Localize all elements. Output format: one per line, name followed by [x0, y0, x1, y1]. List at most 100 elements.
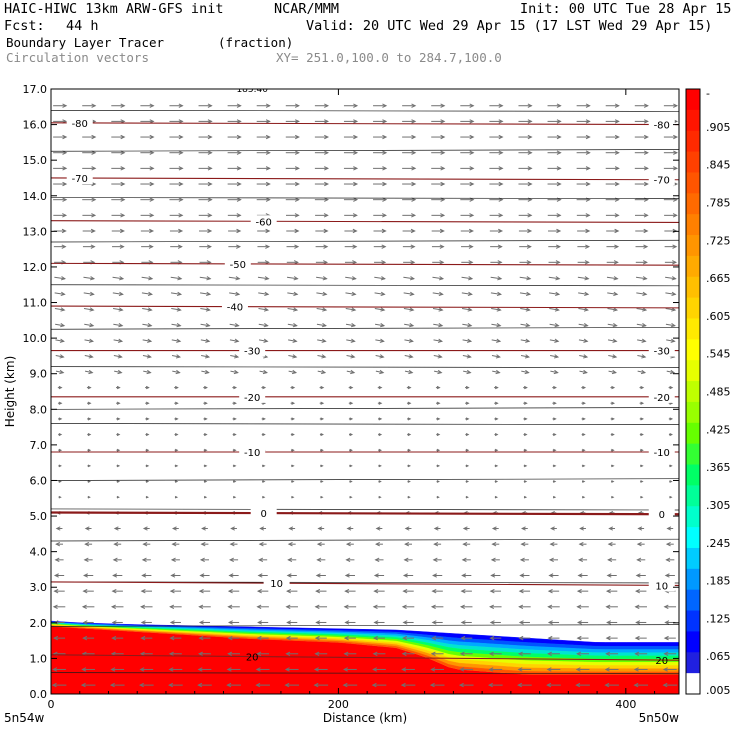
wind-vector [140, 150, 155, 155]
wind-vector [430, 667, 445, 672]
wind-vector [169, 228, 184, 234]
vector-head [87, 448, 92, 452]
wind-vector [518, 228, 533, 234]
vector-head [523, 495, 528, 499]
wind-vector [342, 682, 358, 688]
vector-head [556, 103, 562, 108]
vector-head [286, 588, 292, 594]
wind-vector [547, 620, 560, 625]
wind-vector [113, 354, 123, 359]
wind-vector [84, 526, 92, 531]
vector-head [673, 134, 679, 140]
vector-head [120, 197, 126, 202]
wind-vector [606, 573, 617, 578]
vector-head [265, 244, 271, 249]
wind-vector [344, 228, 358, 234]
vector-head [468, 228, 474, 234]
vector-head [410, 228, 416, 234]
wind-vector [170, 573, 181, 578]
isotherm-label: -70 [654, 176, 670, 187]
vector-head [58, 464, 62, 468]
wind-vector [404, 526, 412, 531]
vector-head [226, 682, 232, 688]
vector-head [436, 495, 440, 499]
wind-vector [58, 417, 63, 421]
vector-head [671, 276, 677, 281]
wind-vector [548, 573, 559, 578]
vector-shaft [142, 355, 151, 358]
wind-vector [523, 480, 528, 483]
vector-head [518, 604, 524, 609]
wind-vector [403, 260, 416, 265]
vector-head [519, 557, 525, 563]
wind-vector [605, 134, 620, 140]
vector-head [494, 480, 499, 483]
vector-head [174, 464, 179, 468]
wind-vector [517, 682, 532, 688]
plot-background [51, 89, 679, 694]
vector-head [82, 620, 88, 625]
vector-head [323, 228, 329, 234]
wind-vector [87, 433, 92, 437]
vector-head [206, 244, 212, 249]
isotherm-label: -20 [244, 393, 260, 404]
vector-head [381, 260, 387, 265]
isotherm-label: -70 [72, 174, 88, 185]
y-tick-label: 3.0 [30, 581, 48, 594]
wind-vector [371, 682, 387, 688]
vector-head [548, 573, 554, 578]
wind-vector [436, 495, 440, 499]
y-tick-label: 12.0 [23, 261, 48, 274]
vector-shaft [230, 370, 238, 374]
vector-head [175, 354, 181, 359]
vector-head [520, 526, 526, 531]
vector-head [604, 682, 610, 688]
vector-shaft [228, 276, 240, 280]
vector-head [89, 276, 96, 281]
wind-vector [663, 134, 679, 140]
vector-head [149, 197, 155, 202]
colorbar-swatch [686, 193, 700, 215]
vector-head [525, 291, 532, 297]
vector-head [438, 276, 445, 281]
vector-head [527, 181, 533, 187]
vector-shaft [287, 308, 298, 311]
y-tick-label: 14.0 [23, 190, 48, 203]
vector-head [546, 667, 552, 672]
vector-head [440, 166, 446, 171]
wind-vector [579, 354, 589, 359]
vector-shaft [492, 370, 500, 374]
vector-head [234, 338, 240, 343]
vector-head [236, 134, 242, 140]
wind-vector [640, 480, 644, 483]
wind-vector [406, 385, 412, 390]
vector-head [634, 604, 640, 609]
vector-head [582, 401, 586, 405]
wind-vector [491, 338, 502, 343]
wind-vector [319, 401, 325, 405]
wind-vector [233, 495, 237, 499]
vector-head [584, 276, 590, 281]
wind-vector [547, 103, 562, 108]
wind-vector [637, 354, 647, 359]
colorbar-label: .365 [706, 461, 731, 474]
vector-head [459, 667, 465, 672]
wind-vector [255, 667, 270, 672]
isotherm-line [51, 262, 679, 266]
isotherm-line [51, 654, 679, 661]
wind-vector [348, 401, 354, 405]
wind-vector [52, 667, 66, 672]
vector-shaft [432, 292, 443, 295]
vector-shaft [461, 276, 473, 280]
wind-vector [169, 166, 184, 171]
wind-vector [460, 620, 472, 625]
vector-head [204, 354, 211, 359]
vector-shaft [257, 276, 269, 280]
vector-head [640, 464, 644, 468]
vector-head [52, 604, 58, 609]
vector-head [265, 119, 271, 124]
vector-head [614, 228, 620, 234]
vector-head [323, 260, 329, 265]
wind-vector [635, 588, 647, 594]
vector-head [262, 433, 266, 437]
